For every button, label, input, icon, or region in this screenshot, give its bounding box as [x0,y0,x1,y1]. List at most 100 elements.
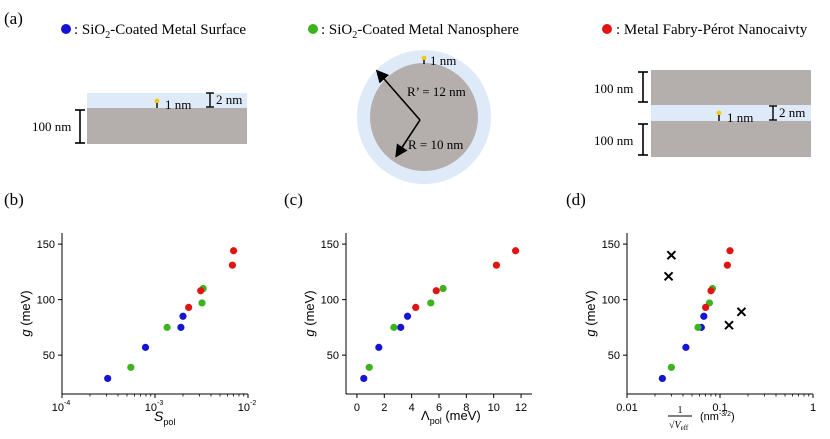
data-point-cross [736,307,747,317]
legend-label-green: : SiO2-Coated Metal Nanosphere [321,22,519,41]
cross-stroke [736,307,747,317]
y-tick-label: 100 [602,295,620,307]
data-point-green [439,284,447,293]
xlabel-d-denominator: √Veff [669,420,689,432]
x-tick-label: 10 [52,402,64,414]
y-axis-label: g (meV) [18,290,33,336]
x-tick-label: 0 [354,402,360,414]
inner-radius-label: R = 10 nm [408,137,463,152]
y-tick-label: 50 [43,350,55,362]
data-point-red [701,303,710,311]
legend-label-red: : Metal Fabry-Pérot Nanocaivty [616,22,808,38]
y-tick-label: 100 [37,295,55,307]
x-tick-label: 0.01 [616,402,637,414]
x-tick-label: 1 [810,402,816,414]
data-point-blue [397,323,405,331]
data-point-red [492,261,501,269]
cross-stroke [666,250,677,260]
x-tick-exponent: -3 [157,400,163,407]
panel-label-a: (a) [4,9,23,28]
x-tick-label: 10 [238,402,250,414]
data-point-cross [666,250,677,260]
data-point-blue [177,323,185,331]
bottom-metal-label: 100 nm [594,133,633,148]
data-point-green [127,363,135,371]
x-tick-label: 0.1 [712,402,727,414]
data-point-red [228,261,237,269]
data-point-green [667,363,675,371]
plot-d: 50 100 150 0.01 0.1 1 g (meV) [583,233,816,414]
sphere-emitter-gap-label: 1 nm [430,53,456,68]
emitter-gap-label: 1 nm [165,97,191,112]
x-tick-label: 4 [409,402,415,414]
gap-label: 2 nm [779,105,805,120]
panel-label-b: (b) [4,190,24,209]
x-tick-label: 2 [381,402,387,414]
metal-slab-surface [87,108,247,144]
legend-label-blue: : SiO2-Coated Metal Surface [74,22,246,41]
metal-thickness-label: 100 nm [32,119,71,134]
data-point-green [694,323,702,331]
data-point-green [365,363,373,371]
outer-radius-label: R’ = 12 nm [407,84,466,99]
top-metal-slab [651,70,811,105]
cross-stroke [724,320,734,330]
data-point-red [197,287,205,295]
xlabel-d-unit: (nm-3/2) [700,411,735,423]
y-tick-label: 150 [37,239,55,251]
data-point-blue [360,374,368,383]
cavity-emitter-gap-label: 1 nm [727,110,753,125]
x-tick-label: 10 [145,402,157,414]
data-point-cross [663,271,674,282]
data-point-blue [403,312,412,320]
data-point-blue [141,343,150,351]
data-point-cross [724,320,734,330]
data-point-red [432,287,440,295]
oxide-layer-surface [87,93,247,108]
x-tick-label: 8 [463,402,469,414]
x-tick-exponent: -2 [250,400,256,407]
legend-marker-red [602,24,612,34]
cavity-oxide-gap [651,105,811,121]
data-point-blue [658,374,666,383]
xlabel-d-numerator: 1 [678,405,683,416]
y-tick-label: 50 [327,350,339,362]
y-axis-label: g (meV) [583,290,598,336]
legend-marker-blue [61,24,71,34]
data-point-green [390,323,398,331]
data-point-green [163,323,171,331]
xlabel-d: 1 √Veff (nm-3/2) [668,405,735,432]
quantum-emitter-dot [716,110,722,116]
panel-label-c: (c) [284,190,303,209]
panel-label-d: (d) [566,190,586,209]
cross-stroke [663,271,674,282]
data-point-blue [682,343,690,351]
data-point-red [511,247,520,255]
data-point-red [229,247,238,255]
y-tick-label: 150 [321,239,339,251]
plot-c: 50 100 150 0 2 4 6 8 10 12 g (meV) [302,233,532,414]
data-point-red [723,261,731,269]
x-tick-label: 10 [488,402,500,414]
data-point-blue [104,374,112,383]
data-point-blue [375,343,383,351]
metal-nanosphere [370,63,478,171]
y-axis-label: g (meV) [302,290,317,336]
y-tick-label: 100 [321,295,339,307]
y-tick-label: 150 [602,239,620,251]
oxide-thickness-label: 2 nm [216,92,242,107]
outer-radius-arrow [375,69,421,121]
data-point-blue [700,312,708,320]
quantum-emitter-dot [154,98,160,104]
data-point-red [726,247,734,255]
data-point-green [198,299,206,307]
x-tick-label: 6 [436,402,442,414]
x-tick-label: 12 [515,402,527,414]
top-metal-label: 100 nm [594,81,633,96]
data-point-red [707,287,715,295]
legend-marker-green [308,24,318,34]
xlabel-c: Λpol (meV) [421,408,481,426]
quantum-emitter-dot [421,55,427,61]
xlabel-b: Spol [154,408,175,427]
